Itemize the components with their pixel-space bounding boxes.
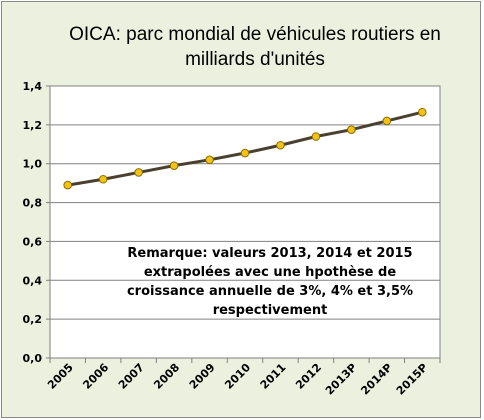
y-tick-label: 0,8 [23,197,43,210]
chart-title: OICA: parc mondial de véhicules routiers… [69,24,441,70]
y-tick-label: 1,0 [23,158,43,171]
data-point [417,107,427,117]
y-tick-label: 0,2 [23,313,43,326]
x-tick-label: 2014P [358,361,395,398]
data-point [347,125,356,135]
y-tick-label: 1,4 [23,80,43,93]
data-point [240,148,250,158]
x-tick-label: 2009 [187,361,218,392]
grid-lines [50,124,440,320]
data-point [205,155,214,165]
data-point [311,132,321,141]
x-tick-label: 2015P [394,361,431,398]
y-tick-label: 1,2 [23,119,43,132]
data-point [276,140,285,150]
x-axis-ticks: 2005 2006 2007 2008 2009 2010 2011 20122013P201… [45,358,441,398]
x-tick-label: 2005 [45,361,76,392]
x-tick-label: 2012 [293,361,324,392]
x-tick-label: 2011 [258,361,289,392]
data-point [382,116,392,126]
data-point [169,161,179,170]
x-tick-label: 2008 [151,361,182,392]
y-tick-label: 0,4 [23,274,43,287]
data-point [63,180,73,190]
x-tick-label: 2013P [323,361,360,398]
data-point [134,168,143,177]
x-tick-label: 2006 [80,361,111,392]
x-tick-label: 2007 [116,361,147,392]
y-tick-label: 0,6 [23,235,43,248]
plot-area [49,85,441,359]
x-tick-label: 2010 [222,361,253,392]
chart-annotation: Remarque: valeurs 2013, 2014 et 2015 ext… [126,246,414,318]
data-point [98,174,108,184]
y-tick-label: 0,0 [23,352,43,365]
data-points [63,107,427,190]
y-axis-ticks: 0,0 0,2 0,4 0,6 0,8 1,0 1,2 1,4 [23,80,50,365]
